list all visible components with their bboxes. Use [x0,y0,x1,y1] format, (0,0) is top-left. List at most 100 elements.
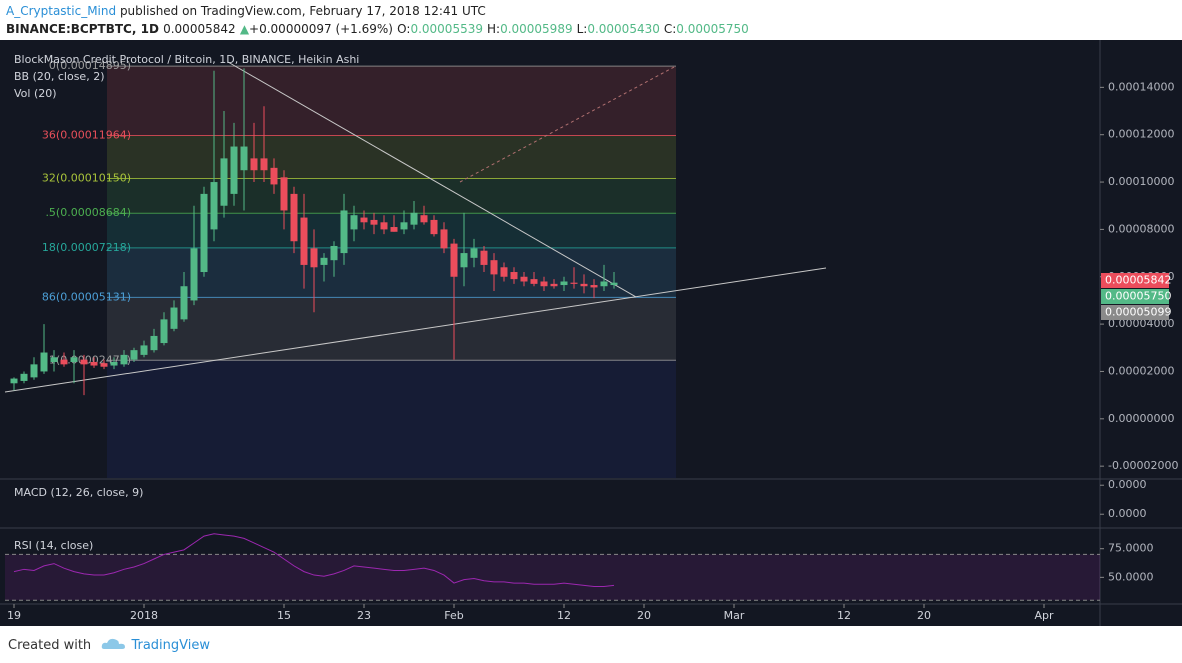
price-label-box [1101,288,1169,304]
y-tick-label: 50.0000 [1108,570,1154,583]
x-tick-label: Apr [1034,609,1054,622]
rsi-band [5,554,1100,601]
trendline [4,267,827,393]
price-label: 0.00005099 [1105,305,1171,318]
y-tick-label: 0.00000000 [1108,412,1174,425]
candle-body [460,253,468,268]
candle-body [60,359,68,365]
fib-label: 1(0.00002473) [49,353,131,366]
candle-body [100,363,108,367]
candle-body [160,319,168,344]
ohlc: O:0.00005539 H:0.00005989 L:0.00005430 C:0.… [397,22,753,36]
fib-band [107,297,676,361]
price-label: 0.00005750 [1105,289,1171,302]
candle-body [320,257,328,265]
candle-body [110,361,118,366]
x-tick-label: 20 [637,609,651,622]
x-tick-label: 23 [357,609,371,622]
candle-body [210,182,218,230]
candle-body [240,146,248,171]
candle-body [50,357,58,362]
y-tick-label: 0.00008000 [1108,222,1174,235]
candle-body [20,373,28,381]
x-tick-label: Feb [444,609,463,622]
header-line-1: A_Cryptastic_Mind published on TradingVi… [6,4,486,18]
candle-body [280,177,288,211]
x-tick-label: 12 [557,609,571,622]
pane-title: BlockMason Credit Protocol / Bitcoin, 1D… [14,53,359,66]
candle-body [520,276,528,282]
candle-body [130,350,138,360]
ohlc-label: C: [663,22,677,36]
candle-body [390,227,398,232]
candle-body [170,307,178,329]
candle-body [610,282,618,286]
candle-body [580,283,588,287]
ohlc-value: 0.00005750 [676,22,749,36]
last: 0.00005842 [163,22,236,36]
fib-label: 36(0.00011964) [42,129,131,142]
fib-band [107,178,676,214]
candle-body [440,229,448,249]
chart: 0(0.00014895) 36(0.00011964) 32(0.00010150… [0,40,1182,626]
ohlc-label: O: [397,22,411,36]
candle-body [450,243,458,277]
candle-body [30,364,38,378]
candle-body [260,158,268,171]
candle-body [290,193,298,242]
candle-body [90,361,98,366]
candle-body [10,378,18,384]
price-label: 0.00005842 [1105,273,1171,286]
fib-label: 86(0.00005131) [42,290,131,303]
ohlc-value: 0.00005539 [410,22,483,36]
candle-body [150,335,158,351]
symbol: BINANCE:BCPTBTC, 1D [6,22,159,36]
candle-body [590,285,598,288]
header-line-2: BINANCE:BCPTBTC, 1D 0.00005842 ▲+0.00000… [6,22,753,36]
price-label-box [1101,304,1169,320]
candle-body [120,354,128,365]
x-tick-label: 2018 [130,609,158,622]
candle-body [190,248,198,301]
fib-trend [459,65,677,183]
candle-body [330,245,338,261]
fib-label: 32(0.00010150) [42,172,131,185]
y-tick-label: 75.0000 [1108,542,1154,555]
logo [102,638,126,649]
x-tick-label: 20 [917,609,931,622]
pane-title: RSI (14, close) [14,539,93,552]
candle-body [410,212,418,225]
brand[interactable]: TradingView [131,638,210,653]
pane-title: MACD (12, 26, close, 9) [14,486,143,499]
y-tick-label: 0.00012000 [1108,128,1174,141]
candle-body [220,158,228,206]
price-label-box [1101,272,1169,288]
x-tick-label: 15 [277,609,291,622]
fib-band [107,66,676,136]
candle-body [40,352,48,372]
candle-body [480,250,488,265]
candle-body [560,281,568,286]
candle-body [350,215,358,230]
ohlc-label: L: [576,22,588,36]
candle-body [570,282,578,284]
candle-body [400,222,408,230]
y-tick-label: 0.00004000 [1108,317,1174,330]
fib-label: .5(0.00008684) [45,206,131,219]
author[interactable]: A_Cryptastic_Mind [6,4,117,18]
candle-body [530,279,538,284]
rsi-line [13,533,615,588]
fib-band [107,360,676,478]
y-tick-label: 0.00014000 [1108,80,1174,93]
candle-body [80,359,88,365]
candle-body [510,272,518,280]
candle-body [550,283,558,287]
candle-body [200,193,208,273]
x-tick-label: 12 [837,609,851,622]
candle-body [500,267,508,277]
candle-body [360,217,368,223]
candle-body [540,281,548,287]
y-tick-label: -0.00002000 [1108,459,1178,472]
candle-body [340,210,348,254]
